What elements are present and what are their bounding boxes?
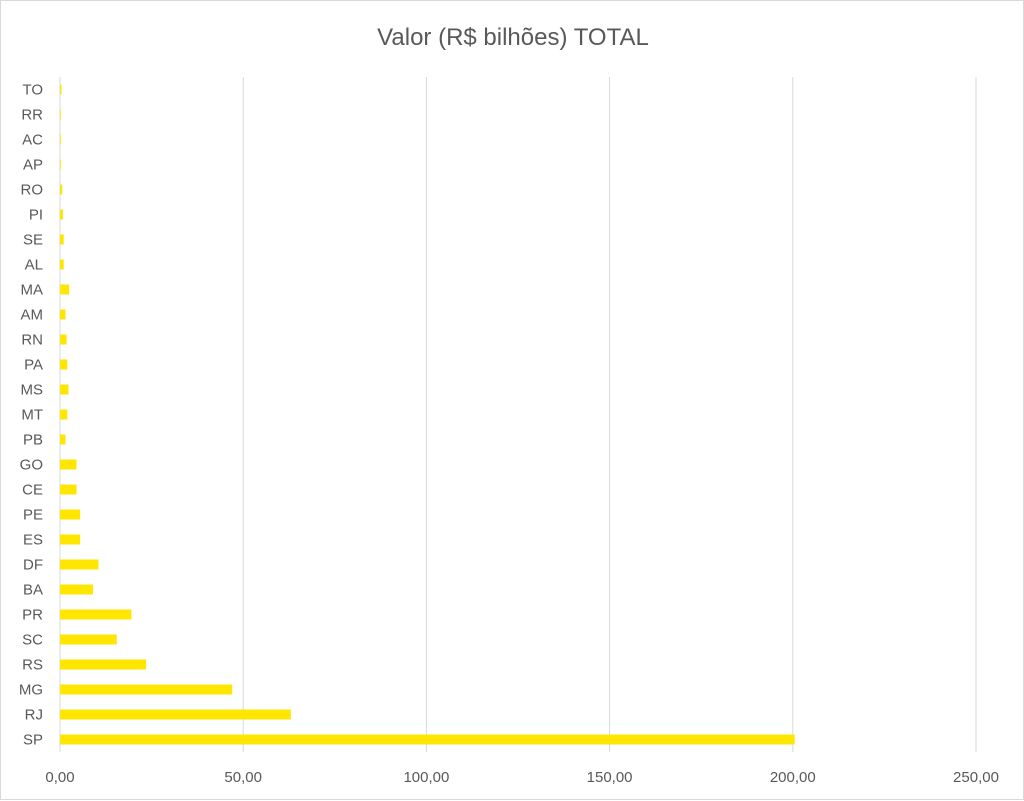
bar-ac [60, 134, 61, 145]
category-label-mg: MG [19, 682, 43, 699]
bar-mg [60, 684, 233, 695]
category-label-am: AM [21, 307, 44, 324]
category-label-ap: AP [23, 157, 43, 174]
bar-ro [60, 184, 63, 195]
category-label-se: SE [23, 232, 43, 249]
bar-pr [60, 609, 132, 620]
bar-ms [60, 384, 69, 395]
bar-ba [60, 584, 93, 595]
x-tick-labels: 0,00 50,00 100,00 150,00 200,00 250,00 [45, 769, 999, 786]
category-label-ro: RO [21, 182, 44, 199]
category-label-rn: RN [21, 332, 43, 349]
x-tick-label: 100,00 [403, 769, 449, 786]
bar-mt [60, 409, 68, 420]
category-label-df: DF [23, 557, 43, 574]
category-label-mt: MT [21, 407, 43, 424]
bars [60, 84, 795, 745]
category-label-ma: MA [21, 282, 44, 299]
category-labels: SP RJ MG RS SC PR BA DF ES PE CE GO PB MT MS PA RN AM MA AL… [19, 82, 43, 749]
category-label-ba: BA [23, 582, 43, 599]
bar-es [60, 534, 81, 545]
category-label-rs: RS [22, 657, 43, 674]
gridlines [59, 77, 977, 752]
category-label-ms: MS [21, 382, 44, 399]
bar-ce [60, 484, 77, 495]
bar-rs [60, 659, 147, 670]
category-label-ac: AC [22, 132, 43, 149]
bar-pi [60, 209, 63, 220]
x-tick-label: 150,00 [587, 769, 633, 786]
bar-rn [60, 334, 67, 345]
bar-rr [60, 109, 61, 120]
category-label-sp: SP [23, 732, 43, 749]
category-label-go: GO [20, 457, 43, 474]
bar-df [60, 559, 99, 570]
bar-am [60, 309, 66, 320]
category-label-pe: PE [23, 507, 43, 524]
category-label-to: TO [22, 82, 43, 99]
bar-se [60, 234, 64, 245]
x-tick-label: 250,00 [953, 769, 999, 786]
bar-to [60, 84, 62, 95]
category-label-ce: CE [22, 482, 43, 499]
x-tick-label: 0,00 [45, 769, 74, 786]
chart-title: Valor (R$ bilhões) TOTAL [377, 24, 649, 51]
bar-go [60, 459, 77, 470]
bar-pa [60, 359, 68, 370]
bar-sc [60, 634, 117, 645]
category-label-rj: RJ [25, 707, 43, 724]
category-label-al: AL [25, 257, 43, 274]
category-label-es: ES [23, 532, 43, 549]
category-label-rr: RR [21, 107, 43, 124]
bar-ap [60, 159, 61, 170]
bar-sp [60, 734, 795, 745]
x-tick-label: 200,00 [770, 769, 816, 786]
bar-al [60, 259, 64, 270]
x-tick-label: 50,00 [224, 769, 262, 786]
bar-pe [60, 509, 81, 520]
bar-pb [60, 434, 66, 445]
category-label-pi: PI [29, 207, 43, 224]
bar-rj [60, 709, 291, 720]
category-label-pb: PB [23, 432, 43, 449]
bar-ma [60, 284, 70, 295]
category-label-pr: PR [22, 607, 43, 624]
category-label-pa: PA [24, 357, 43, 374]
category-label-sc: SC [22, 632, 43, 649]
